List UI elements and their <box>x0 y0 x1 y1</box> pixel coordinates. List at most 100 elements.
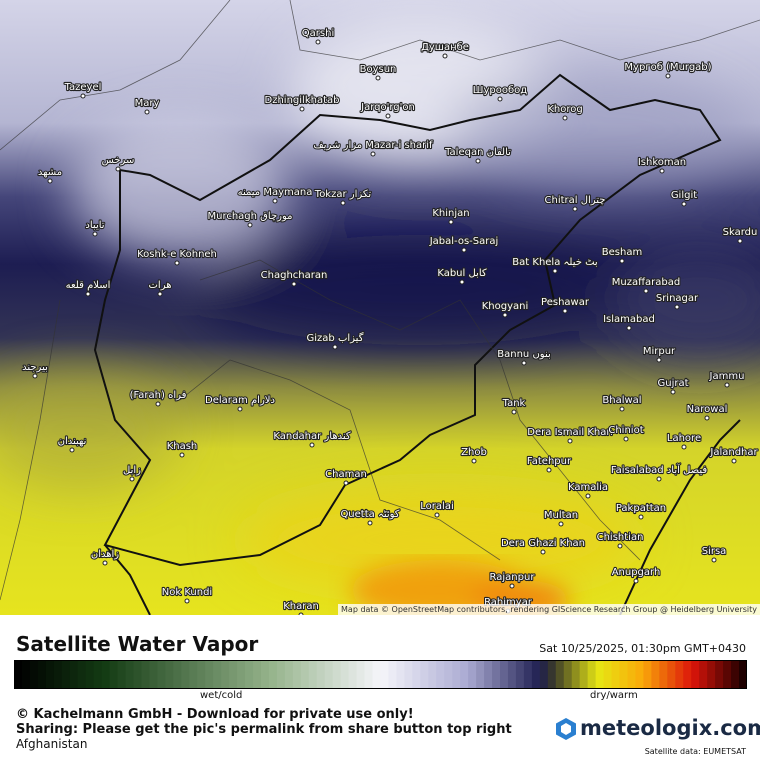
place-dot <box>617 543 623 549</box>
scale-cell <box>587 660 597 689</box>
place-dot <box>343 480 349 486</box>
place-label: Faisalabad فیصل آباد <box>611 463 708 476</box>
place-dot <box>670 389 676 395</box>
place-label: Rajanpur <box>490 572 536 583</box>
timestamp: Sat 10/25/2025, 01:30pm GMT+0430 <box>539 642 746 655</box>
place-label: Gizab گیزاب <box>307 332 364 344</box>
place-dot <box>129 476 135 482</box>
scale-cell <box>77 660 87 689</box>
scale-cell <box>53 660 63 689</box>
place-label: Kandahar کندهار <box>273 431 351 442</box>
place-dot <box>737 238 743 244</box>
scale-cell <box>396 660 405 689</box>
place-label: Skardu <box>723 227 758 238</box>
scale-cell <box>348 660 358 689</box>
scale-cell <box>300 660 310 689</box>
scale-cell <box>651 660 660 689</box>
place-label: Fatehpur <box>527 456 572 467</box>
place-dot <box>711 557 717 563</box>
place-label: Pakpattan <box>616 503 666 514</box>
place-label: هرات <box>149 280 172 291</box>
place-label: Tank <box>502 398 526 409</box>
scale-cell <box>253 660 262 689</box>
place-label: Chitral چترال <box>545 195 606 206</box>
place-dot <box>681 444 687 450</box>
place-label: Jammu <box>709 371 745 382</box>
map-attribution: Map data © OpenStreetMap contributors, r… <box>338 604 760 615</box>
place-label: Tokzar تكزار <box>314 189 372 200</box>
place-dot <box>475 158 481 164</box>
scale-cell <box>364 660 374 689</box>
place-dot <box>546 467 552 473</box>
place-dot <box>115 166 121 172</box>
place-dot <box>562 308 568 314</box>
place-label: Gujrat <box>657 378 688 389</box>
place-dot <box>375 75 381 81</box>
place-dot <box>442 53 448 59</box>
scale-cell <box>61 660 71 689</box>
scale-cell <box>197 660 206 689</box>
place-dot <box>299 106 305 112</box>
place-dot <box>157 291 163 297</box>
place-label: Kharan <box>283 601 319 612</box>
color-scale <box>14 660 747 689</box>
place-label: زابل <box>123 465 141 476</box>
place-label: Bhalwal <box>602 395 641 406</box>
scale-cell <box>21 660 31 689</box>
place-dot <box>665 73 671 79</box>
copyright: © Kachelmann GmbH - Download for private… <box>16 707 414 722</box>
place-label: Taleqan تالقان <box>444 147 511 158</box>
place-label: Мургоб (Murgab) <box>624 62 711 73</box>
scale-cell <box>420 660 429 689</box>
place-dot <box>567 438 573 444</box>
place-dot <box>69 447 75 453</box>
place-label: Loralai <box>420 501 453 512</box>
scale-cell <box>627 660 636 689</box>
place-label: Narowal <box>687 404 728 415</box>
place-label: Khogyani <box>482 301 529 312</box>
scale-cell <box>444 660 453 689</box>
country-borders <box>93 73 741 615</box>
scale-cell <box>436 660 445 689</box>
place-dot <box>521 360 527 366</box>
place-label: Srinagar <box>656 293 699 304</box>
scale-cell <box>356 660 366 689</box>
place-dot <box>638 514 644 520</box>
place-label: Bat Khela بٹ خیلہ <box>512 257 597 268</box>
place-dot <box>237 406 243 412</box>
place-label: تایباد <box>85 220 104 231</box>
place-dot <box>367 520 373 526</box>
place-label: Koshk-e Kohneh <box>137 249 217 260</box>
brand[interactable]: meteologix.com <box>580 716 760 740</box>
place-dot <box>92 231 98 237</box>
scale-cell <box>284 660 294 689</box>
place-label: Chishtian <box>597 532 644 543</box>
place-label: Chaman <box>325 469 367 480</box>
place-label: Jarqo'rg'on <box>360 102 415 113</box>
scale-cell <box>723 660 732 689</box>
sharing-note: Sharing: Please get the pic's permalink … <box>16 722 512 737</box>
place-dot <box>572 206 578 212</box>
scale-cell <box>276 660 286 689</box>
place-label: Boysun <box>360 64 397 75</box>
place-dot <box>291 281 297 287</box>
place-dot <box>681 201 687 207</box>
brand-logo[interactable] <box>555 717 577 741</box>
scale-cell <box>237 660 246 689</box>
scale-cell <box>555 660 565 689</box>
place-label: Peshawar <box>541 297 590 308</box>
place-label: سرخس <box>102 155 135 166</box>
scale-cell <box>37 660 47 689</box>
place-label: Zhob <box>461 447 487 458</box>
place-dot <box>298 612 304 615</box>
place-dot <box>247 222 253 228</box>
place-label: Multan <box>544 510 578 521</box>
scale-cell <box>707 660 716 689</box>
place-label: Delaram دلارام <box>205 395 275 406</box>
place-label: Шурообод <box>473 85 527 96</box>
place-dot <box>461 247 467 253</box>
scale-cell <box>731 660 740 689</box>
place-label: Jabal-os-Saraj <box>429 236 499 247</box>
place-label: Bannu بنوں <box>497 349 551 360</box>
province-borders <box>0 0 760 601</box>
